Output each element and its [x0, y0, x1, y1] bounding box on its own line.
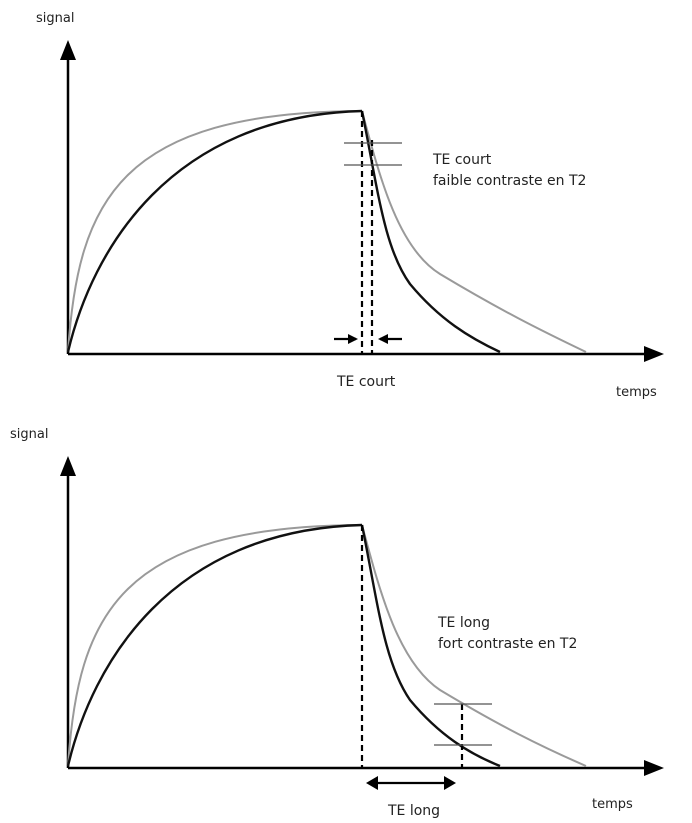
x-axis-label: temps [592, 797, 633, 812]
x-axis-arrowhead [644, 346, 664, 362]
y-axis-label: signal [10, 427, 48, 442]
y-axis-arrowhead [60, 456, 76, 476]
te-double-arrow-right-head [444, 776, 456, 790]
x-axis-label: temps [616, 385, 657, 400]
decay-curve-short-t2 [360, 110, 501, 354]
y-axis-label: signal [36, 11, 74, 26]
annotation-subtitle: faible contraste en T2 [433, 173, 586, 189]
rise-curve-fast [67, 524, 363, 767]
rise-curve-slow [66, 523, 363, 767]
x-axis-arrowhead [644, 760, 664, 776]
annotation-subtitle: fort contraste en T2 [438, 636, 577, 652]
te-label: TE long [387, 803, 440, 819]
rise-curve-slow [66, 109, 363, 353]
annotation-title: TE court [432, 152, 492, 168]
decay-curve-short-t2 [360, 524, 501, 768]
decay-curve-long-t2 [361, 110, 587, 353]
annotation-title: TE long [437, 615, 490, 631]
panel-top: signal temps TE court TE court faible co… [36, 11, 664, 400]
panel-bottom: signal temps TE long TE long fort contra… [10, 427, 664, 819]
y-axis-arrowhead [60, 40, 76, 60]
decay-curve-long-t2 [361, 524, 587, 767]
te-double-arrow-left-head [366, 776, 378, 790]
rise-curve-fast [67, 110, 363, 353]
te-label: TE court [336, 374, 396, 390]
